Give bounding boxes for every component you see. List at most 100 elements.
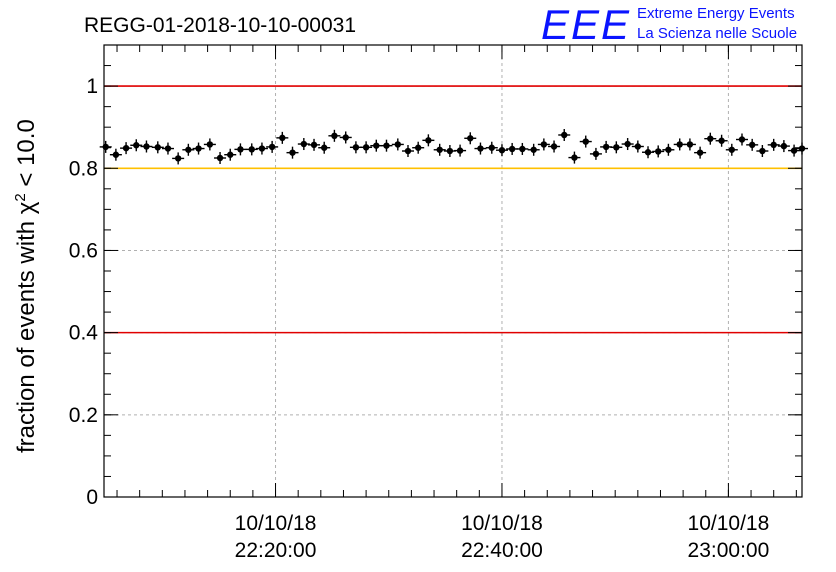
data-point-marker bbox=[561, 131, 568, 139]
data-point bbox=[245, 143, 258, 156]
data-point-marker bbox=[665, 146, 672, 153]
data-point bbox=[735, 133, 748, 146]
y-tick-labels: 0 0.2 0.4 0.6 0.8 1 bbox=[69, 75, 99, 509]
data-point-marker bbox=[436, 146, 443, 153]
data-point-marker bbox=[498, 146, 506, 154]
data-point bbox=[192, 142, 205, 155]
data-point bbox=[589, 147, 602, 160]
data-point-marker bbox=[624, 140, 631, 148]
data-point-marker bbox=[268, 143, 276, 151]
x-tick-date: 10/10/18 bbox=[461, 512, 543, 535]
data-point bbox=[725, 143, 738, 156]
logo-subtitle-line1: Extreme Energy Events bbox=[637, 5, 795, 22]
data-point-marker bbox=[488, 144, 495, 151]
data-point-marker bbox=[780, 142, 788, 150]
data-point bbox=[767, 138, 780, 151]
data-point-marker bbox=[582, 138, 589, 145]
data-point bbox=[401, 145, 414, 158]
data-point bbox=[600, 140, 613, 153]
data-point-marker bbox=[655, 148, 662, 155]
data-point bbox=[715, 134, 728, 147]
axis-ticks bbox=[104, 44, 802, 498]
data-point bbox=[161, 142, 174, 155]
data-point bbox=[610, 141, 623, 154]
data-point bbox=[454, 144, 467, 157]
data-point-marker bbox=[321, 144, 328, 151]
data-point-marker bbox=[718, 137, 725, 144]
data-point bbox=[214, 152, 227, 164]
data-point bbox=[172, 152, 185, 165]
data-point-marker bbox=[644, 149, 652, 156]
data-point bbox=[704, 132, 717, 145]
eee-logo: EEE bbox=[541, 1, 631, 48]
y-tick-label: 0 bbox=[86, 486, 98, 509]
data-point-marker bbox=[154, 144, 161, 151]
data-point-marker bbox=[550, 143, 558, 150]
data-point bbox=[683, 138, 696, 151]
data-point bbox=[495, 144, 508, 157]
data-point bbox=[558, 128, 571, 141]
data-point bbox=[506, 142, 519, 155]
x-tick-date: 10/10/18 bbox=[688, 512, 770, 535]
data-point bbox=[527, 143, 540, 156]
data-point-marker bbox=[133, 142, 140, 149]
data-point bbox=[516, 142, 529, 155]
data-point bbox=[433, 143, 446, 156]
chart-title: REGG-01-2018-10-10-00031 bbox=[84, 14, 356, 37]
grid-lines bbox=[104, 45, 802, 497]
data-point-marker bbox=[216, 154, 224, 162]
data-point bbox=[642, 146, 655, 159]
data-point bbox=[485, 141, 498, 154]
data-point-marker bbox=[676, 141, 683, 148]
data-points bbox=[99, 128, 808, 165]
data-point-marker bbox=[143, 143, 150, 150]
data-point bbox=[349, 141, 362, 154]
data-point bbox=[370, 139, 383, 152]
y-tick-label: 0.6 bbox=[69, 239, 98, 262]
data-point-marker bbox=[185, 146, 192, 153]
data-point bbox=[652, 145, 665, 158]
data-point-marker bbox=[571, 154, 578, 161]
data-point bbox=[662, 143, 675, 156]
data-point-marker bbox=[707, 135, 714, 142]
data-point-marker bbox=[331, 132, 338, 140]
x-tick-time: 23:00:00 bbox=[688, 539, 770, 562]
data-point-marker bbox=[686, 141, 694, 148]
data-point-marker bbox=[602, 143, 610, 151]
data-point bbox=[276, 131, 289, 144]
data-point bbox=[694, 146, 707, 159]
data-point-marker bbox=[446, 147, 454, 155]
data-point-marker bbox=[237, 146, 244, 153]
data-point-marker bbox=[404, 147, 412, 155]
data-point bbox=[151, 141, 164, 154]
data-point bbox=[788, 144, 801, 157]
data-point-marker bbox=[456, 147, 464, 154]
data-point bbox=[328, 129, 341, 142]
data-point-marker bbox=[373, 142, 380, 149]
data-point-marker bbox=[300, 140, 308, 148]
data-point bbox=[182, 143, 195, 156]
x-tick-time: 22:40:00 bbox=[461, 539, 543, 562]
data-point-marker bbox=[748, 141, 756, 149]
data-point bbox=[255, 142, 268, 155]
data-point-marker bbox=[310, 141, 318, 149]
data-point-marker bbox=[540, 141, 548, 148]
data-point-marker bbox=[477, 145, 484, 152]
data-point-marker bbox=[414, 144, 422, 151]
data-point bbox=[443, 145, 456, 158]
data-point-marker bbox=[738, 136, 746, 143]
data-point-marker bbox=[383, 142, 390, 149]
data-point bbox=[412, 141, 425, 154]
data-point-marker bbox=[206, 141, 214, 148]
data-point-marker bbox=[394, 141, 402, 148]
data-point bbox=[422, 134, 435, 147]
data-point bbox=[318, 141, 331, 154]
y-tick-label: 0.2 bbox=[69, 404, 98, 427]
data-point bbox=[631, 140, 644, 153]
data-point-marker bbox=[362, 144, 370, 151]
data-point bbox=[224, 148, 237, 161]
data-point bbox=[130, 139, 143, 152]
data-point bbox=[621, 138, 634, 151]
data-point bbox=[537, 138, 550, 151]
